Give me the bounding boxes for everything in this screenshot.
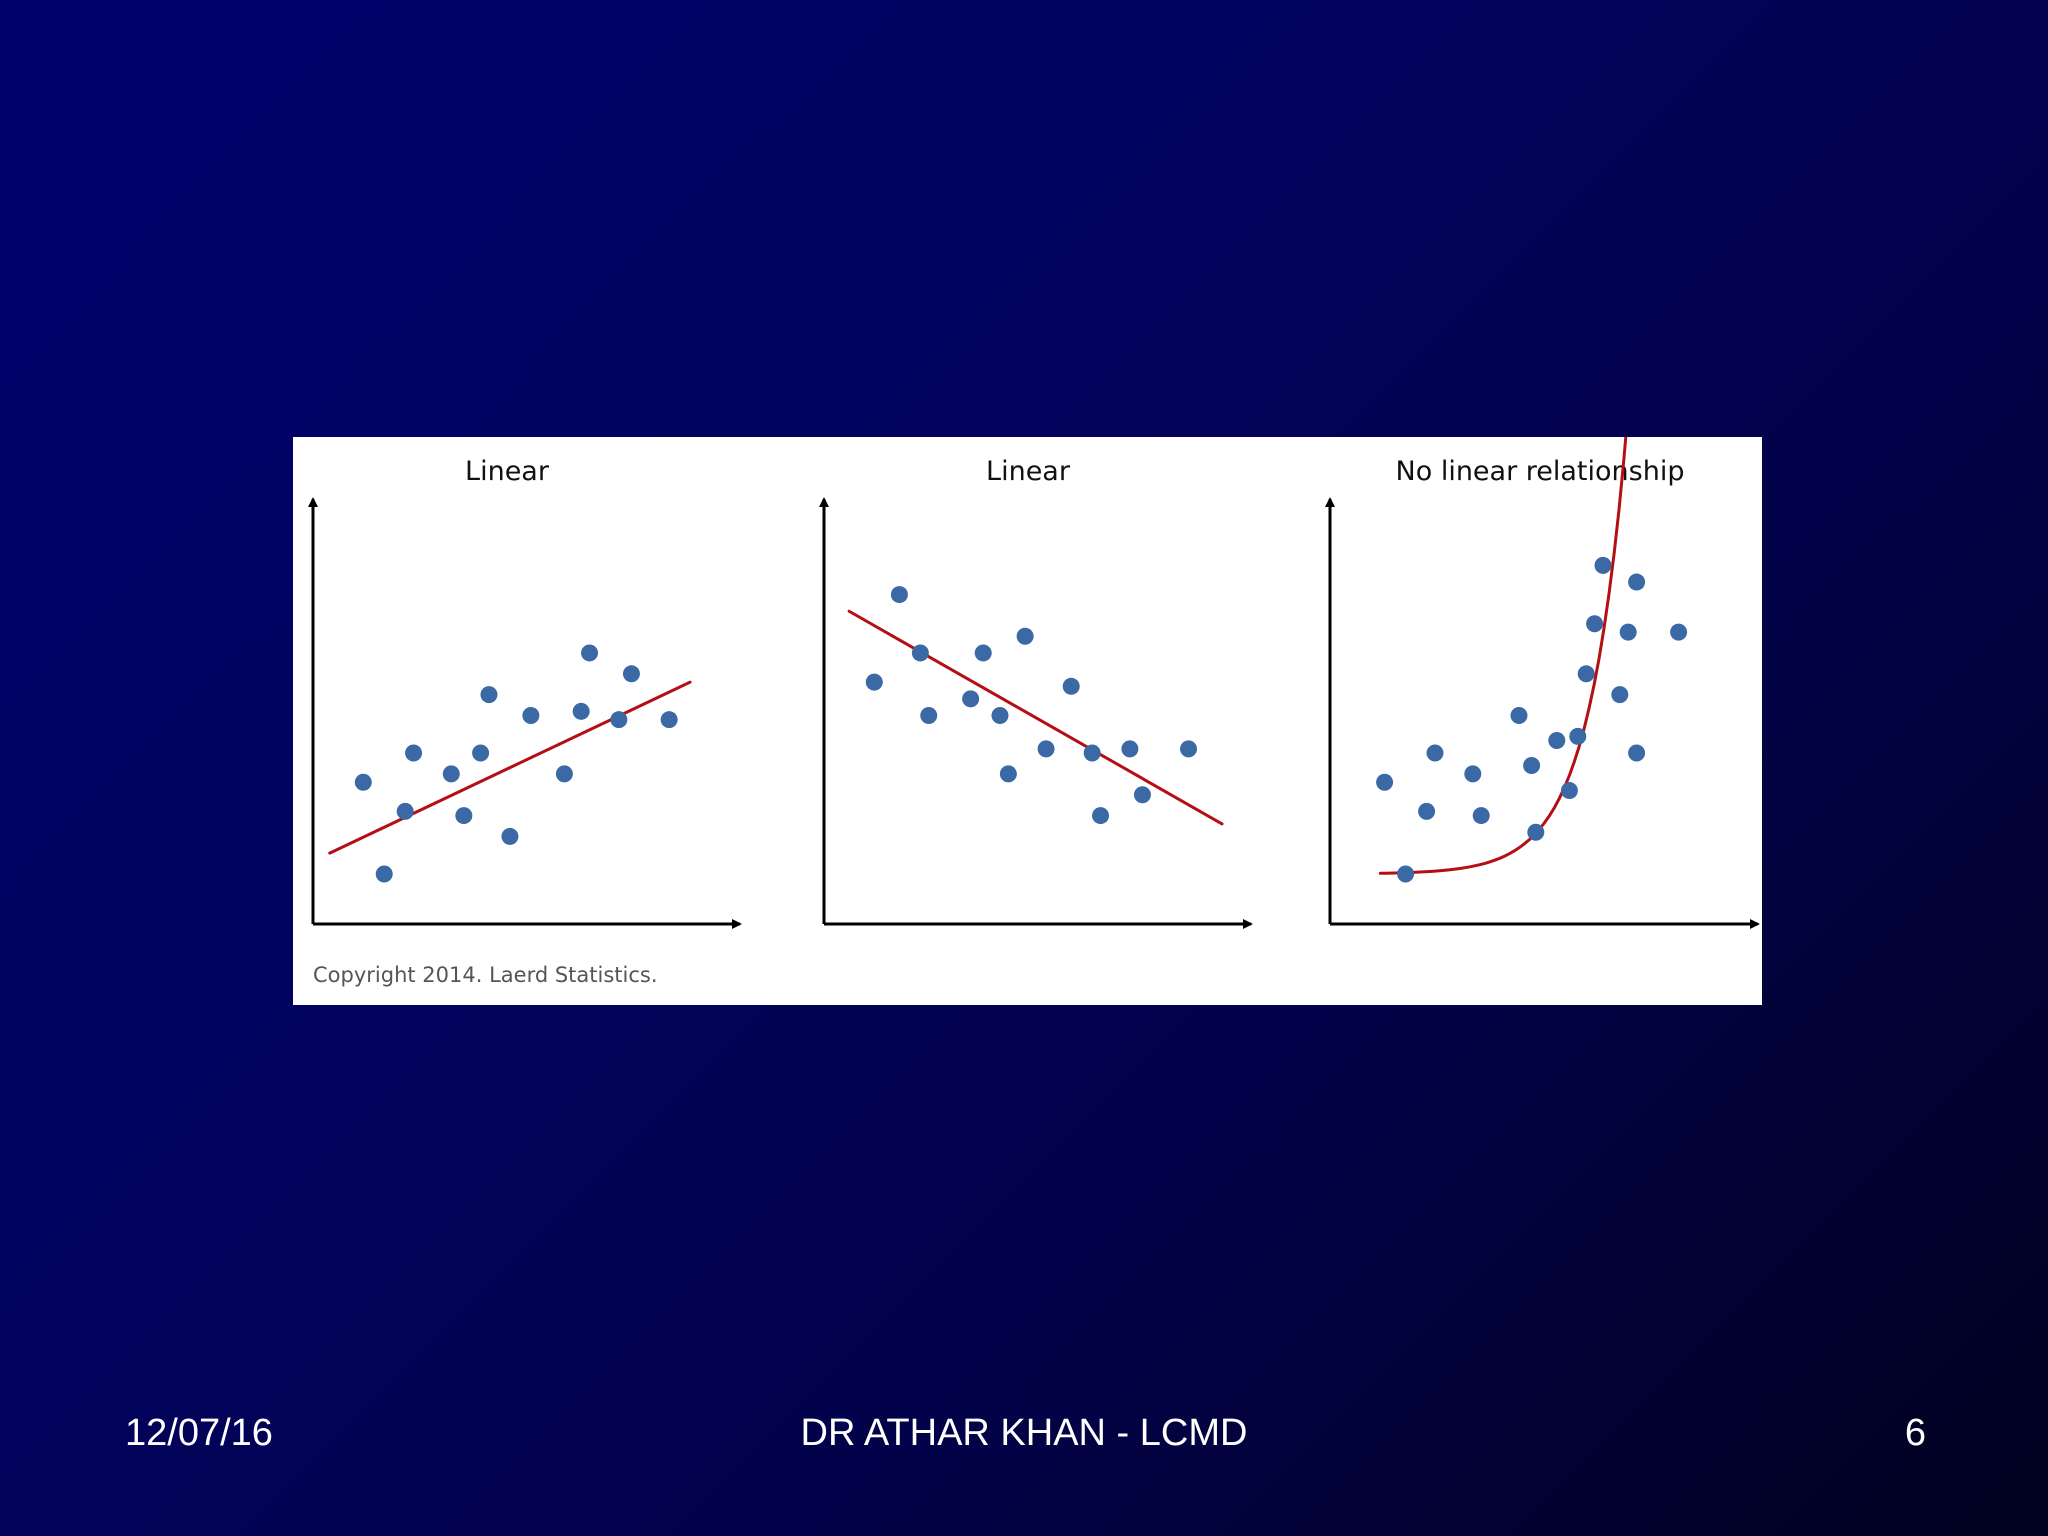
panel-3-data-point [1376,773,1394,791]
page-number: 6 [1904,1412,1926,1454]
panel-2-data-point [865,673,883,691]
panel-1-data-point [472,744,490,762]
panel-2-data-point [911,644,929,662]
panel-1-data-point [522,707,540,724]
panel-3-data-point [1472,807,1490,825]
panel-2-data-point [974,644,992,662]
panel-1-data-point [581,644,599,662]
panel-3-data-point [1594,556,1612,574]
panel-1-data-point [354,773,372,791]
panel-2-data-point [1121,740,1139,758]
panel-2-data-point [991,707,1009,724]
panel-2-data-point [1083,744,1101,762]
footer-date: 12/07/16 [125,1412,273,1454]
panel-1-data-point [396,802,414,820]
panel-3-data-point [1577,665,1595,683]
scatter-figure: Copyright 2014. Laerd Statistics. Linear… [293,437,1762,1005]
panel-3-data-point [1464,765,1482,783]
panel-1-data-point [572,702,590,720]
panel-2-data-point [920,707,938,724]
panel-3-data-point [1586,615,1604,633]
panel-3-data-point [1523,757,1541,775]
panel-3-data-point [1510,707,1528,724]
panel-3-data-point [1418,802,1436,820]
panel-2-data-point [1180,740,1198,758]
panel-1-data-point [660,711,678,729]
panel-3-data-point [1611,686,1629,704]
footer-author: DR ATHAR KHAN - LCMD [800,1412,1248,1454]
panel-3-data-point [1619,623,1637,641]
panel-3-data-point [1397,865,1415,883]
panel-2-data-point [1092,807,1110,825]
panel-3-data-point [1426,744,1444,762]
panel-2-data-point [890,586,908,604]
panel-3-data-point [1548,732,1566,750]
panel-3-data-point [1628,744,1646,762]
panel-3-data-point [1569,727,1587,745]
panel-2-data-point [1062,677,1080,695]
panel-2-data-point [1016,627,1034,645]
panel-1-title: Linear [465,456,550,487]
panel-1-data-point [501,827,519,845]
panel-3-data-point [1670,623,1688,641]
copyright-text: Copyright 2014. Laerd Statistics. [313,963,658,987]
panel-3-data-point [1628,573,1646,591]
panel-1-data-point [555,765,573,783]
panel-2-trend-line [847,609,1224,826]
panel-1-data-point [622,665,640,683]
panel-1-trend-line [328,680,692,855]
panel-1-data-point [480,686,498,704]
panel-2-data-point [1037,740,1055,758]
panel-1-data-point [405,744,423,762]
panel-2-data-point [962,690,980,708]
panel-3-title: No linear relationship [1396,456,1685,487]
panel-2-title: Linear [986,456,1071,487]
panel-1-data-point [375,865,393,883]
panel-3-data-point [1527,823,1545,841]
scatter-charts: Copyright 2014. Laerd Statistics. Linear… [308,437,1760,987]
panel-1-data-point [610,711,628,729]
panel-3-trend-curve [1378,437,1628,875]
panel-2-data-point [999,765,1017,783]
panel-2-data-point [1133,786,1151,804]
panel-3-data-point [1560,782,1578,800]
panel-1-data-point [442,765,460,783]
panel-1-data-point [455,807,473,825]
